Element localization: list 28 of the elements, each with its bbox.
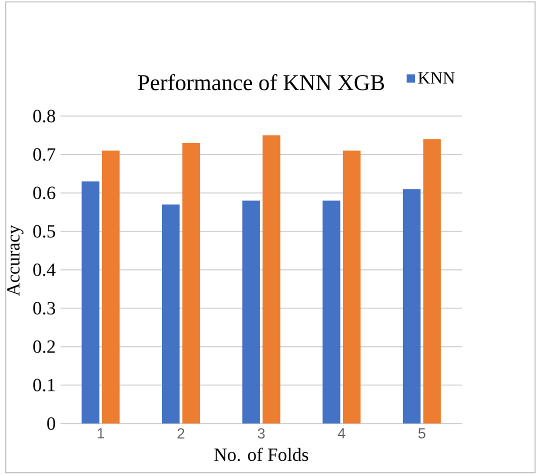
legend-label: KNN [418,72,455,84]
bar [342,150,361,424]
bar [322,200,340,424]
y-tick-label: 0.1 [33,378,55,392]
y-tick-label: 0.2 [33,340,55,354]
x-tick-label: 3 [258,428,265,439]
x-axis-title: No. of Folds [214,448,308,462]
y-tick-label: 0.8 [33,110,56,123]
y-tick-label: 0.4 [33,264,56,276]
bar [262,135,280,424]
chart-title: Performance of KNN XGB [138,74,384,90]
x-tick-label: 2 [178,428,184,439]
y-tick-label: 0.6 [33,186,56,200]
x-tick-label: 5 [418,428,426,439]
bar [162,204,180,424]
y-tick-label: 0.5 [33,225,56,238]
bar [182,143,200,424]
x-tick-label: 4 [338,428,346,438]
bar [102,150,120,424]
y-axis-title: Accuracy [7,225,24,296]
y-tick-label: 0.3 [33,302,56,315]
bar [423,139,441,424]
bar [402,189,421,424]
bar [82,182,100,424]
y-tick-label: 0.7 [33,148,56,162]
x-tick-label: 1 [98,428,104,438]
bar [242,200,260,424]
y-tick-label: 0 [47,417,56,430]
